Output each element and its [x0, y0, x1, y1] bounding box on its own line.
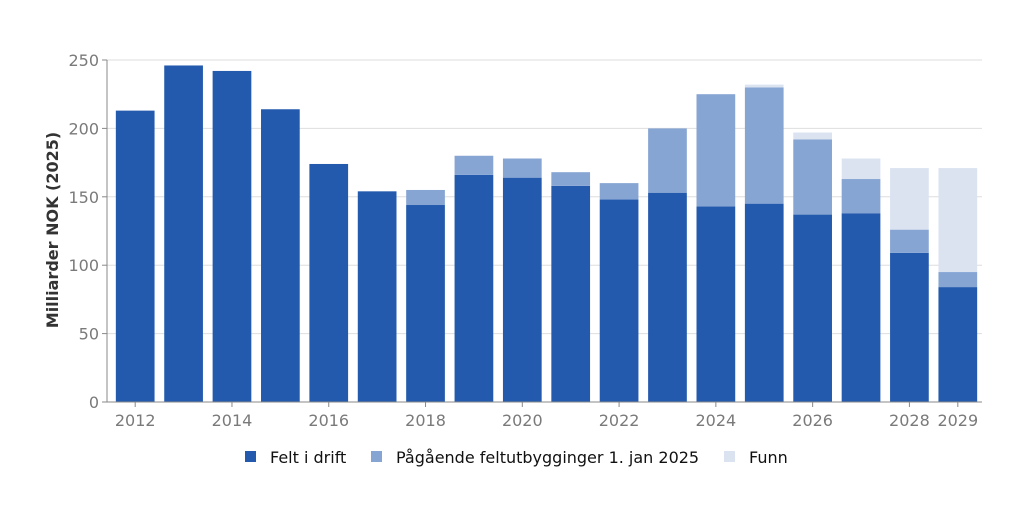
bar-2015-series-0 [261, 109, 300, 402]
legend-swatch [371, 451, 382, 462]
bar-2018-series-0 [406, 205, 445, 402]
bar-2012-series-0 [115, 110, 155, 403]
legend-label: Funn [749, 448, 788, 467]
bar-2018-series-1 [406, 189, 445, 206]
y-tick-label: 200 [68, 119, 99, 138]
legend-swatch [724, 451, 735, 462]
bar-2013-series-0 [164, 65, 203, 402]
x-tick-label: 2012 [115, 411, 156, 430]
bar-2019-series-0 [454, 174, 494, 402]
bar-2025-series-2 [744, 84, 784, 88]
y-tick-label: 0 [89, 393, 99, 412]
x-tick-label: 2014 [212, 411, 253, 430]
axes: 0 50 100 150 200 250 2012 2014 2016 2018 2020 2022 2… [68, 51, 982, 430]
bar-2022-series-0 [599, 199, 639, 402]
bar-2029-series-0 [938, 287, 978, 402]
bar-2028-series-0 [890, 252, 929, 402]
legend-label: Pågående feltutbygginger 1. jan 2025 [396, 448, 699, 467]
bar-2022-series-1 [599, 183, 639, 200]
y-tick-label: 250 [68, 51, 99, 70]
bar-2024-series-1 [696, 94, 736, 207]
legend: Felt i drift Pågående feltutbygginger 1. … [245, 448, 788, 467]
bar-2025-series-0 [744, 203, 784, 402]
bar-2016-series-0 [309, 163, 349, 402]
x-tick-label: 2022 [599, 411, 640, 430]
bar-2026-series-2 [793, 132, 832, 140]
x-tick-label: 2018 [405, 411, 446, 430]
bar-2017-series-0 [357, 191, 397, 402]
bar-2023-series-1 [648, 128, 687, 193]
bar-2027-series-0 [841, 213, 881, 402]
bar-2028-series-1 [890, 229, 929, 253]
y-tick-label: 150 [68, 188, 99, 207]
bar-2028-series-2 [890, 168, 929, 230]
bar-2024-series-0 [696, 206, 736, 402]
bar-2027-series-2 [841, 158, 881, 180]
bar-2019-series-1 [454, 155, 494, 175]
bar-2027-series-1 [841, 179, 881, 214]
x-tick-label: 2028 [889, 411, 930, 430]
bar-2021-series-0 [551, 185, 591, 402]
x-tick-label: 2024 [696, 411, 737, 430]
x-tick-label: 2026 [792, 411, 833, 430]
y-axis-title: Milliarder NOK (2025) [43, 132, 62, 328]
bar-2029-series-1 [938, 272, 978, 288]
bar-2021-series-1 [551, 172, 591, 186]
y-tick-label: 100 [68, 256, 99, 275]
y-tick-label: 50 [79, 325, 99, 344]
gridlines [107, 59, 982, 335]
legend-label: Felt i drift [270, 448, 346, 467]
bar-2029-series-2 [938, 168, 978, 273]
bar-2020-series-1 [502, 158, 542, 178]
bar-2026-series-0 [793, 214, 832, 402]
bar-2026-series-1 [793, 139, 832, 215]
bar-2020-series-0 [502, 177, 542, 402]
bar-2014-series-0 [212, 70, 252, 402]
bar-2025-series-1 [744, 87, 784, 204]
x-tick-label: 2020 [502, 411, 543, 430]
legend-swatch [245, 451, 256, 462]
x-tick-label: 2016 [308, 411, 349, 430]
bar-2023-series-0 [648, 192, 687, 402]
bars [115, 65, 978, 403]
x-tick-label: 2029 [937, 411, 978, 430]
